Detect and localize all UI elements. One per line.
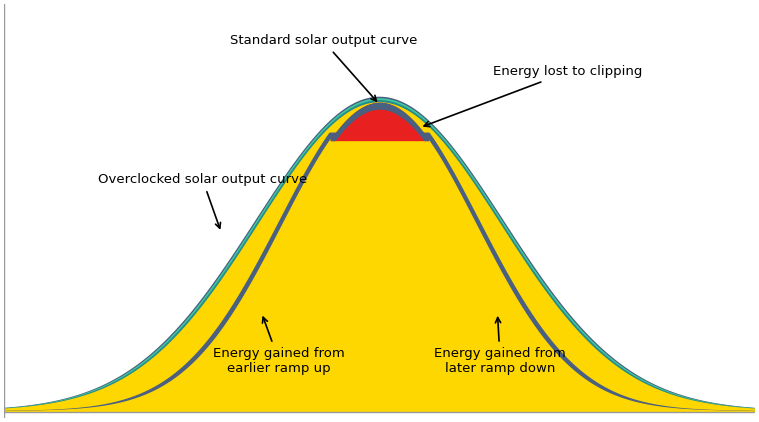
Text: Energy gained from
earlier ramp up: Energy gained from earlier ramp up xyxy=(213,317,345,375)
Text: Overclocked solar output curve: Overclocked solar output curve xyxy=(98,173,307,228)
Text: Energy lost to clipping: Energy lost to clipping xyxy=(424,65,643,127)
Text: Energy gained from
later ramp down: Energy gained from later ramp down xyxy=(434,317,566,375)
Text: Standard solar output curve: Standard solar output curve xyxy=(229,34,417,101)
